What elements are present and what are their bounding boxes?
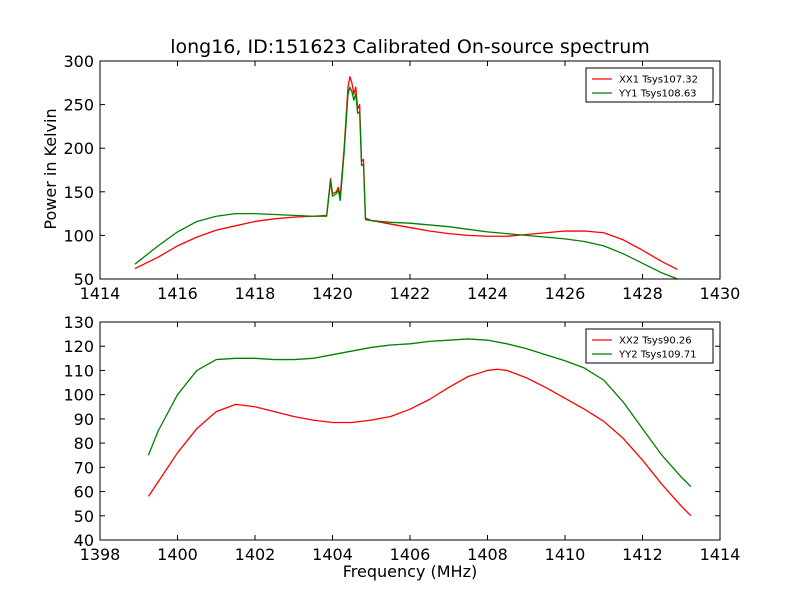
top-legend-label-2: YY1 Tsys108.63 [618,89,697,100]
bottom-x-tick-label: 1406 [390,545,431,564]
bottom-x-tick-label: 1400 [157,545,198,564]
top-x-tick-label: 1414 [80,284,121,303]
top-legend-box [585,67,714,103]
top-plot-panel: 1414 1416 1418 1420 1422 1424 1426 1428 1430 50 10… [63,52,740,303]
top-x-tick-label: 1418 [235,284,276,303]
bottom-x-tick-label: 1402 [235,545,276,564]
bottom-plot-panel: 1398 1400 1402 1404 1406 1408 1410 1412 1414 40 50… [63,313,740,564]
top-y-tick-label: 100 [63,226,94,245]
top-x-tick-label: 1422 [390,284,431,303]
top-y-tick-label: 150 [63,183,94,202]
chart-title: long16, ID:151623 Calibrated On-source s… [170,36,650,58]
bottom-y-tick-label: 110 [63,361,94,380]
bottom-y-tick-label: 60 [74,483,94,502]
top-x-tick-label: 1430 [700,284,741,303]
bottom-y-tick-label: 70 [74,458,94,477]
bottom-x-axis-label: Frequency (MHz) [343,562,477,581]
top-x-tick-label: 1420 [312,284,353,303]
bottom-x-tick-label: 1410 [545,545,586,564]
bottom-legend-box [585,328,714,364]
bottom-y-tick-label: 40 [74,531,94,550]
top-y-tick-label: 50 [74,270,94,289]
top-series-line-2 [134,86,678,280]
top-legend-label-1: XX1 Tsys107.32 [619,75,698,86]
bottom-x-tick-label: 1404 [312,545,353,564]
bottom-y-tick-label: 130 [63,313,94,332]
top-x-tick-label: 1416 [157,284,198,303]
top-y-tick-label: 250 [63,96,94,115]
top-x-tick-label: 1424 [467,284,508,303]
top-x-tick-label: 1426 [545,284,586,303]
bottom-x-tick-label: 1414 [700,545,741,564]
bottom-x-tick-label: 1398 [80,545,121,564]
top-x-tick-label: 1428 [622,284,663,303]
bottom-y-tick-label: 100 [63,386,94,405]
bottom-series-line-1 [147,368,692,517]
bottom-x-tick-label: 1408 [467,545,508,564]
bottom-series-line-2 [147,338,692,488]
top-y-tick-label: 200 [63,139,94,158]
bottom-legend-label-2: YY2 Tsys109.71 [618,350,697,361]
bottom-legend-label-1: XX2 Tsys90.26 [619,336,692,347]
bottom-y-tick-label: 90 [74,410,94,429]
bottom-y-tick-label: 50 [74,507,94,526]
top-y-tick-label: 300 [63,52,94,71]
top-y-axis-label: Power in Kelvin [41,108,60,229]
bottom-y-tick-label: 80 [74,434,94,453]
top-legend: XX1 Tsys107.32 YY1 Tsys108.63 [585,67,714,103]
bottom-legend: XX2 Tsys90.26 YY2 Tsys109.71 [585,328,714,364]
bottom-x-tick-label: 1412 [622,545,663,564]
bottom-y-tick-label: 120 [63,337,94,356]
